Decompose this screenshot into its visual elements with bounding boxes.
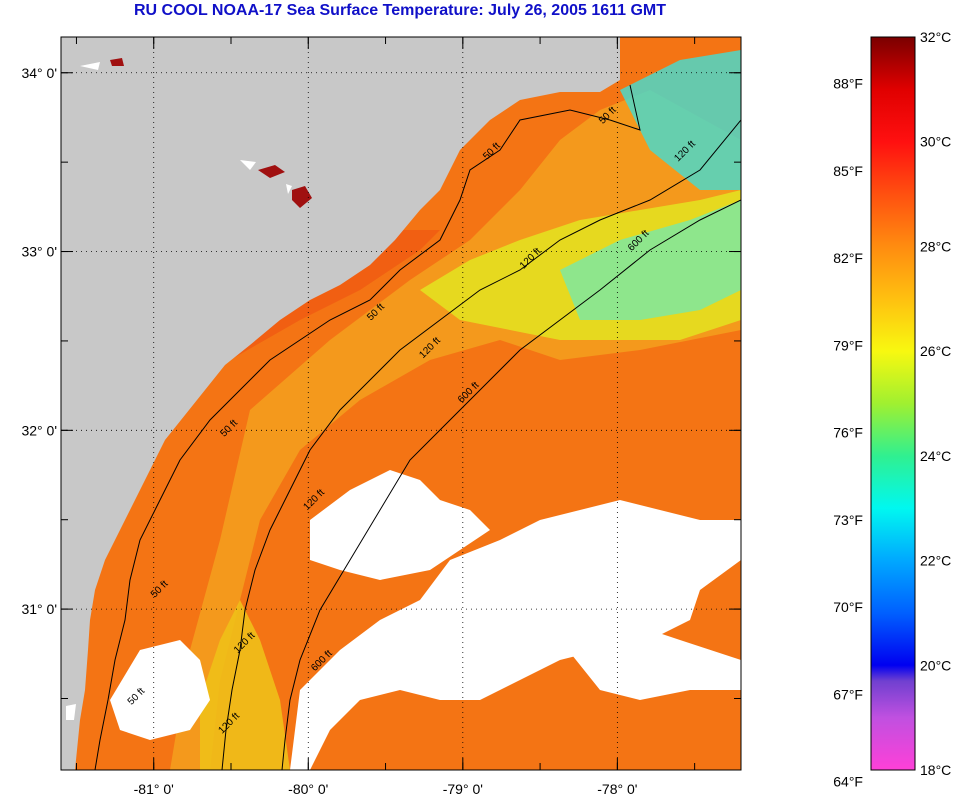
colorbar-fahrenheit-label: 88°F (833, 76, 863, 92)
lat-tick-label: 32° 0' (21, 422, 57, 438)
colorbar-gradient (870, 36, 916, 771)
colorbar-fahrenheit-label: 73°F (833, 512, 863, 528)
colorbar-fahrenheit-label: 70°F (833, 599, 863, 615)
colorbar-fahrenheit-label: 64°F (833, 774, 863, 790)
gridlines (61, 37, 741, 770)
colorbar-celsius-label: 20°C (920, 657, 951, 673)
sst-cold-ne (620, 50, 741, 190)
lon-tick-label: -78° 0' (597, 781, 637, 797)
sst-inner-shelf-yellow (200, 600, 290, 770)
lon-tick-label: -80° 0' (288, 781, 328, 797)
colorbar-celsius-label: 30°C (920, 134, 951, 150)
lon-tick-label: -81° 0' (134, 781, 174, 797)
contour-50ft (94, 84, 641, 770)
axis-ticks (61, 37, 741, 770)
colorbar-celsius-label: 28°C (920, 238, 951, 254)
colorbar-fahrenheit-label: 67°F (833, 686, 863, 702)
colorbar-celsius-label: 18°C (920, 762, 951, 778)
contour-600ft (281, 199, 741, 770)
colorbar-celsius-label: 22°C (920, 553, 951, 569)
axis-labels: 34° 0' 33° 0' 32° 0' 31° 0' -81° 0' -80° 0' -7… (21, 65, 637, 797)
inland-lake-1 (258, 165, 285, 178)
contour-120ft (221, 119, 741, 770)
colorbar-fahrenheit-label: 76°F (833, 425, 863, 441)
colorbar-fahrenheit-label: 82°F (833, 250, 863, 266)
cloud-mask-3 (110, 640, 210, 740)
map-title: RU COOL NOAA-17 Sea Surface Temperature:… (133, 2, 667, 19)
colorbar-celsius-label: 26°C (920, 343, 951, 359)
colorbar-celsius-label: 24°C (920, 448, 951, 464)
inland-lake-2 (292, 186, 312, 208)
lon-tick-label: -79° 0' (443, 781, 483, 797)
inland-lake-3 (110, 58, 124, 66)
cloud-mask (290, 500, 741, 770)
colorbar-labels: 32°C 30°C 28°C 26°C 24°C 22°C 20°C 18°C 88°F 85°F… (833, 29, 951, 790)
lat-tick-label: 33° 0' (21, 244, 57, 260)
lat-tick-label: 31° 0' (21, 601, 57, 617)
colorbar-fahrenheit-label: 79°F (833, 337, 863, 353)
colorbar-fahrenheit-label: 85°F (833, 163, 863, 179)
cloud-mask-4 (560, 620, 741, 700)
sst-cold-patch (560, 200, 741, 320)
plot-frame (60, 36, 742, 771)
lat-tick-label: 34° 0' (21, 65, 57, 81)
land-mass (61, 37, 620, 770)
colorbar-celsius-label: 32°C (920, 29, 951, 45)
